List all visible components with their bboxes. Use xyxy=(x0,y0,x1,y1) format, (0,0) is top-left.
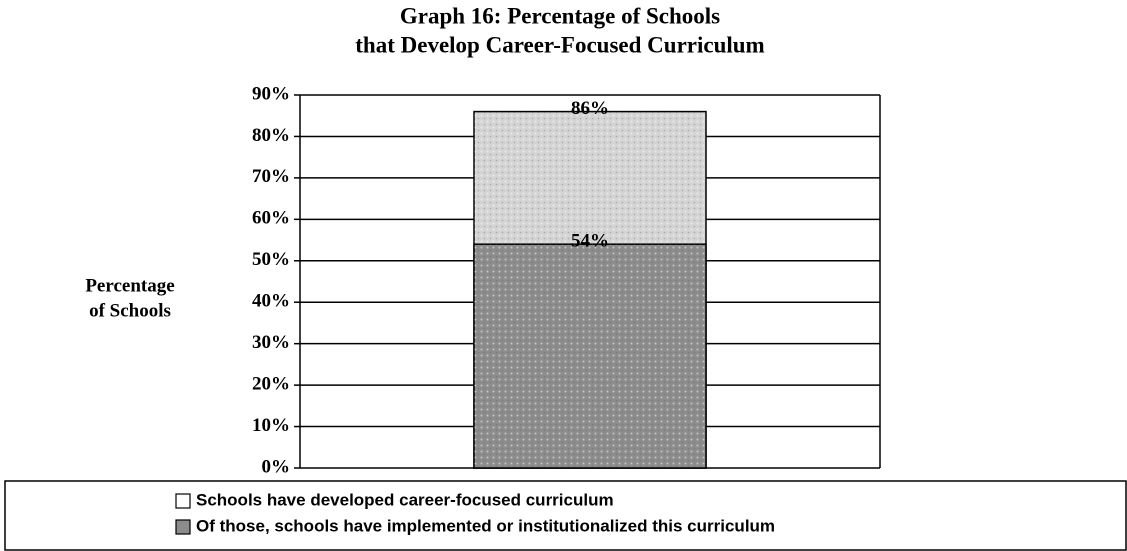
legend-label: Schools have developed career-focused cu… xyxy=(196,490,614,509)
legend-swatch xyxy=(175,493,191,509)
legend-label: Of those, schools have implemented or in… xyxy=(196,516,775,535)
legend-swatch xyxy=(175,519,191,535)
y-axis-label: of Schools xyxy=(89,300,171,321)
y-tick-label: 90% xyxy=(252,83,290,104)
y-tick-label: 10% xyxy=(252,415,290,436)
y-tick-label: 40% xyxy=(252,291,290,312)
y-tick-label: 60% xyxy=(252,208,290,229)
y-axis-label: Percentage xyxy=(85,275,174,296)
y-tick-label: 20% xyxy=(252,373,290,394)
chart-title: that Develop Career-Focused Curriculum xyxy=(355,32,764,57)
y-tick-label: 80% xyxy=(252,125,290,146)
chart-title: Graph 16: Percentage of Schools xyxy=(400,3,720,28)
y-tick-label: 50% xyxy=(252,249,290,270)
value-label: 54% xyxy=(571,231,609,252)
y-tick-label: 70% xyxy=(252,166,290,187)
y-tick-label: 30% xyxy=(252,332,290,353)
bar-texture xyxy=(474,244,706,468)
legend-box xyxy=(4,480,1127,551)
value-label: 86% xyxy=(571,98,609,119)
y-tick-label: 0% xyxy=(262,456,291,477)
